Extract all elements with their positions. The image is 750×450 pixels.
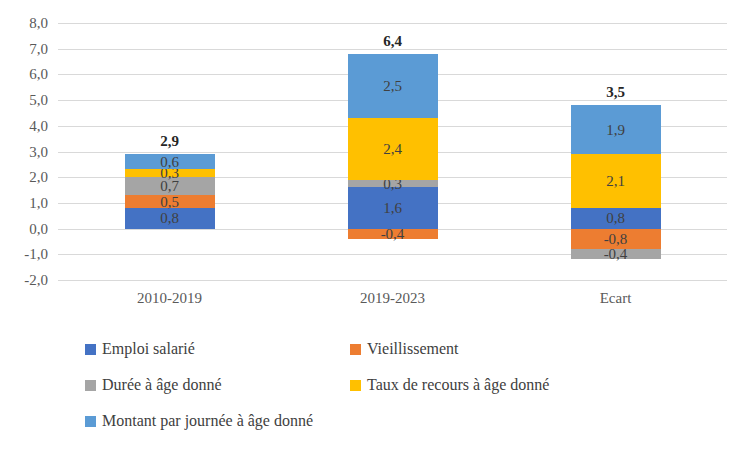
legend-item: Vieillissement <box>350 338 549 360</box>
y-axis-tick-label: 4,0 <box>0 116 48 136</box>
legend-color-swatch <box>350 344 361 355</box>
segment-value-label: -0,4 <box>571 246 661 262</box>
segment-value-label: 2,5 <box>348 78 438 94</box>
segment-value-label: 2,1 <box>571 173 661 189</box>
legend-color-swatch <box>85 416 96 427</box>
segment-value-label: 0,8 <box>571 210 661 226</box>
y-axis-tick-label: 5,0 <box>0 90 48 110</box>
legend-color-swatch <box>85 380 96 391</box>
legend-item: Emploi salarié <box>85 338 350 360</box>
legend-label: Emploi salarié <box>102 340 195 358</box>
legend-color-swatch <box>350 380 361 391</box>
legend-item: Montant par journée à âge donné <box>85 410 350 432</box>
legend-item: Durée à âge donné <box>85 374 350 396</box>
segment-value-label: 2,4 <box>348 141 438 157</box>
legend-item: Taux de recours à âge donné <box>350 374 549 396</box>
segment-value-label: 0,8 <box>125 210 215 226</box>
segment-value-label: 0,5 <box>125 194 215 210</box>
chart-legend: Emploi salarié Vieillissement Durée à âge … <box>85 338 549 432</box>
legend-label: Vieillissement <box>367 340 458 358</box>
y-axis-tick-label: 8,0 <box>0 13 48 33</box>
y-axis-tick-label: 6,0 <box>0 64 48 84</box>
total-value-label: 3,5 <box>576 83 656 101</box>
y-axis-tick-label: 1,0 <box>0 193 48 213</box>
y-axis-tick-label: -1,0 <box>0 244 48 264</box>
segment-value-label: 1,9 <box>571 122 661 138</box>
x-axis-category-label: 2019-2023 <box>333 289 453 307</box>
total-value-label: 2,9 <box>130 132 210 150</box>
x-axis-category-label: Ecart <box>556 289 676 307</box>
y-axis-tick-label: 7,0 <box>0 39 48 59</box>
y-gridline <box>58 23 727 24</box>
y-axis-tick-label: 2,0 <box>0 167 48 187</box>
y-axis-tick-label: 0,0 <box>0 219 48 239</box>
y-axis-tick-label: -2,0 <box>0 270 48 290</box>
stacked-bar-chart: Emploi salarié Vieillissement Durée à âge … <box>0 0 750 450</box>
segment-value-label: -0,8 <box>571 231 661 247</box>
x-axis-category-label: 2010-2019 <box>110 289 230 307</box>
y-axis-tick-label: 3,0 <box>0 142 48 162</box>
legend-label: Durée à âge donné <box>102 376 222 394</box>
total-value-label: 6,4 <box>353 32 433 50</box>
segment-value-label: 0,6 <box>125 154 215 170</box>
legend-label: Taux de recours à âge donné <box>367 376 549 394</box>
y-gridline <box>58 280 727 281</box>
segment-value-label: 1,6 <box>348 200 438 216</box>
legend-color-swatch <box>85 344 96 355</box>
legend-label: Montant par journée à âge donné <box>102 412 313 430</box>
segment-value-label: -0,4 <box>348 226 438 242</box>
